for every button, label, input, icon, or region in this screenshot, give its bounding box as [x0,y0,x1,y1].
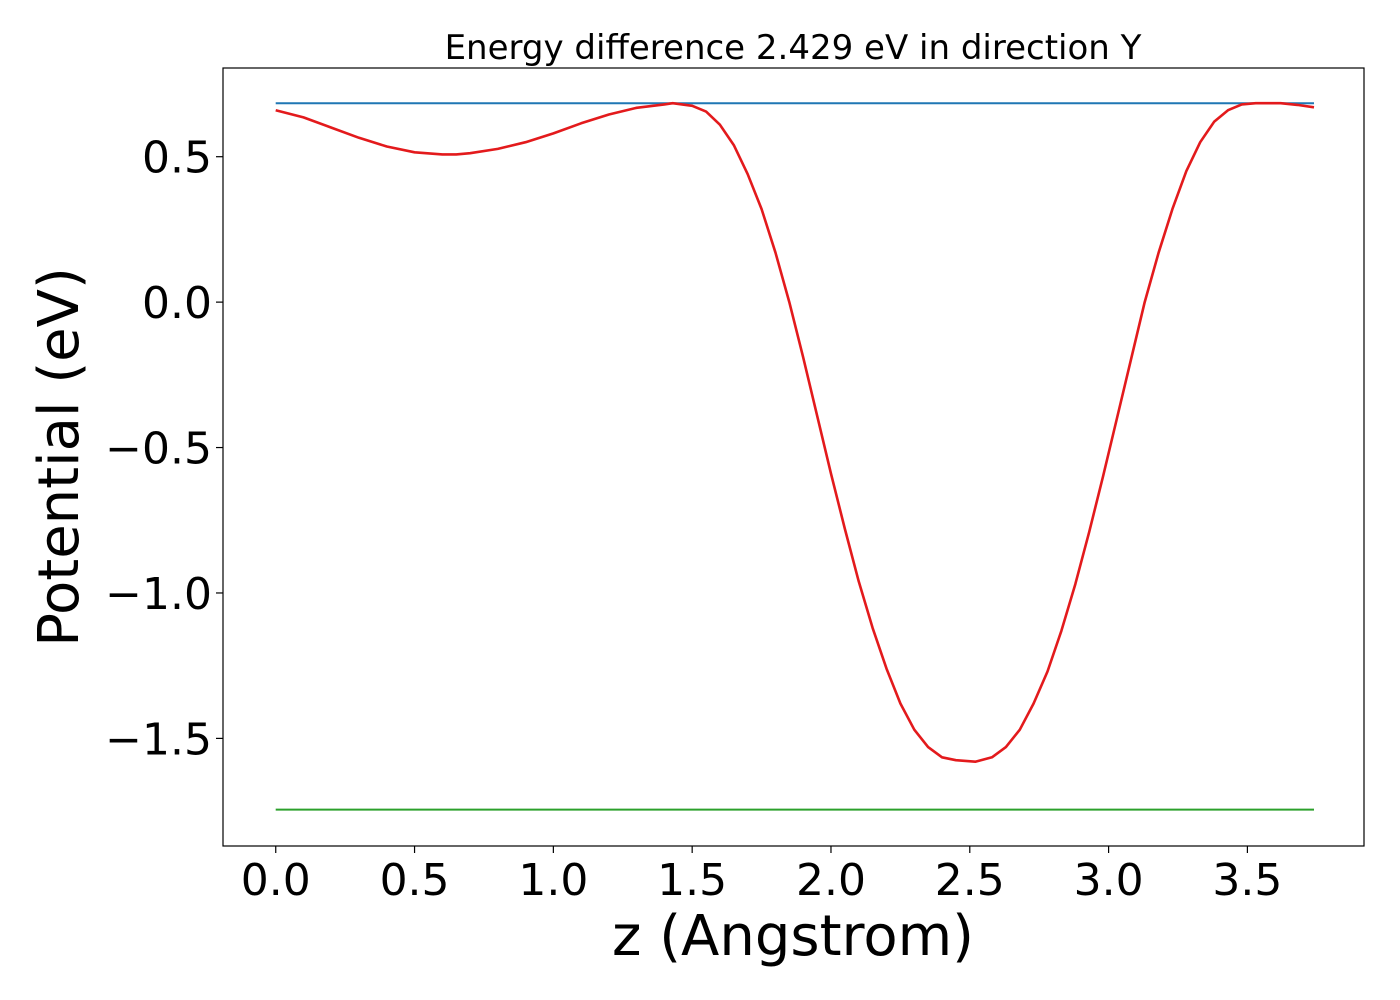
x-tick-label-2: 1.0 [518,855,588,906]
x-tick-label-1: 0.5 [380,855,450,906]
y-tick-label-2: −0.5 [105,424,212,475]
x-tick-label-5: 2.5 [935,855,1005,906]
plot-area [222,67,1365,847]
x-tick-label-6: 3.0 [1074,855,1144,906]
series-line-2 [275,101,1315,764]
chart-title: Energy difference 2.429 eV in direction … [445,28,1142,68]
x-tick-label-3: 1.5 [657,855,727,906]
series-layer [275,101,1315,811]
y-axis-label: Potential (eV) [27,267,92,647]
x-tick-label-0: 0.0 [241,855,311,906]
y-tick-label-1: 0.0 [142,278,212,329]
x-tick-label-4: 2.0 [796,855,866,906]
x-ticks: 0.0 0.5 1.0 1.5 2.0 2.5 3.0 3.5 [241,846,1282,906]
y-ticks: 0.5 0.0 −0.5 −1.0 −1.5 [105,133,223,765]
y-tick-label-0: 0.5 [142,133,212,184]
y-tick-label-3: −1.0 [105,569,212,620]
x-tick-label-7: 3.5 [1212,855,1282,906]
y-tick-label-4: −1.5 [105,714,212,765]
x-axis-label: z (Angstrom) [612,904,974,969]
